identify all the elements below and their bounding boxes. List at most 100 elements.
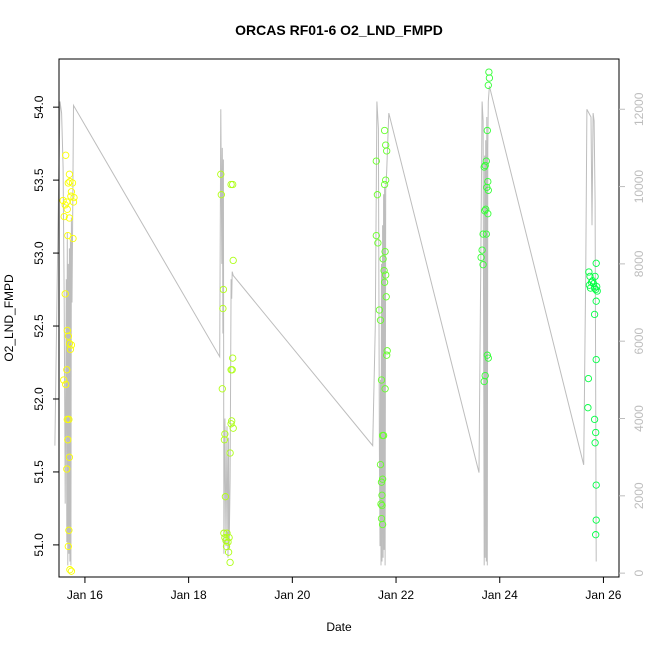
y-tick-label: 53.0 bbox=[32, 241, 46, 265]
data-point bbox=[63, 465, 71, 473]
data-point bbox=[382, 271, 390, 279]
data-point bbox=[378, 520, 387, 529]
data-point bbox=[484, 186, 492, 194]
data-point bbox=[66, 345, 75, 354]
x-tick-label: Jan 24 bbox=[482, 588, 518, 602]
data-point bbox=[480, 377, 488, 386]
y2-tick-label: 4000 bbox=[632, 405, 646, 432]
data-point bbox=[65, 415, 73, 424]
data-point bbox=[225, 533, 233, 542]
data-point bbox=[480, 163, 488, 171]
data-point bbox=[477, 253, 485, 262]
data-point bbox=[592, 355, 600, 364]
data-point bbox=[221, 430, 229, 438]
data-point bbox=[226, 558, 234, 567]
y-tick-label: 51.5 bbox=[32, 460, 46, 484]
data-point bbox=[483, 126, 491, 135]
data-point bbox=[377, 500, 385, 508]
altitude-line bbox=[54, 85, 597, 566]
y2-tick-label: 6000 bbox=[632, 328, 646, 355]
data-point bbox=[65, 453, 74, 461]
data-point bbox=[378, 431, 387, 440]
data-point bbox=[65, 214, 74, 222]
data-point bbox=[217, 170, 225, 178]
data-point bbox=[591, 439, 599, 447]
data-point bbox=[63, 326, 71, 335]
y2-axis: 0 2000 4000 6000 8000 10000 12000 bbox=[619, 92, 646, 576]
y2-tick-label: 10000 bbox=[632, 170, 646, 204]
data-point bbox=[382, 176, 390, 184]
data-point bbox=[219, 304, 227, 313]
data-point bbox=[375, 306, 384, 314]
data-point bbox=[220, 436, 229, 444]
data-point bbox=[590, 310, 599, 319]
data-point bbox=[65, 170, 74, 178]
data-point bbox=[226, 449, 234, 457]
data-point bbox=[217, 191, 225, 199]
data-point bbox=[64, 332, 72, 340]
data-point bbox=[584, 374, 593, 383]
data-point bbox=[383, 347, 391, 355]
data-point bbox=[221, 493, 230, 501]
data-point bbox=[60, 212, 68, 221]
data-point bbox=[69, 234, 77, 243]
data-point bbox=[479, 230, 487, 238]
y-tick-label: 54.0 bbox=[32, 95, 46, 119]
data-point bbox=[592, 481, 600, 489]
data-point bbox=[592, 297, 600, 305]
data-point bbox=[67, 188, 76, 196]
data-point bbox=[373, 191, 382, 199]
x-axis-label: Date bbox=[326, 620, 352, 634]
y-tick-label: 53.5 bbox=[32, 168, 46, 192]
data-point bbox=[592, 259, 600, 267]
data-point bbox=[372, 157, 380, 165]
data-point bbox=[229, 256, 237, 265]
x-tick-label: Jan 16 bbox=[67, 588, 103, 602]
data-point bbox=[218, 385, 226, 393]
data-point bbox=[60, 376, 68, 384]
data-point bbox=[64, 179, 72, 187]
data-point bbox=[484, 81, 492, 89]
y-axis: 51.0 51.5 52.0 52.5 53.0 53.5 54.0 bbox=[32, 95, 59, 557]
data-point bbox=[378, 491, 386, 499]
data-point bbox=[383, 351, 391, 359]
data-point bbox=[378, 501, 386, 510]
x-tick-label: Jan 18 bbox=[171, 588, 207, 602]
data-point bbox=[381, 385, 389, 393]
data-point bbox=[229, 424, 237, 432]
data-point bbox=[70, 193, 78, 202]
data-point bbox=[482, 230, 490, 238]
data-point bbox=[67, 341, 76, 349]
x-tick-label: Jan 22 bbox=[378, 588, 414, 602]
data-point bbox=[383, 147, 391, 155]
data-point bbox=[227, 366, 235, 374]
data-point bbox=[592, 531, 600, 539]
data-point bbox=[479, 261, 487, 269]
data-point bbox=[68, 179, 77, 187]
data-point bbox=[59, 196, 67, 205]
data-point bbox=[379, 255, 387, 263]
data-point bbox=[376, 460, 385, 469]
data-point bbox=[380, 126, 389, 135]
data-point bbox=[382, 141, 390, 149]
data-point bbox=[63, 366, 71, 374]
data-point bbox=[62, 151, 70, 159]
y-tick-label: 52.5 bbox=[32, 314, 46, 338]
data-point bbox=[63, 205, 71, 213]
data-point bbox=[591, 272, 599, 281]
data-point bbox=[593, 282, 601, 291]
data-point bbox=[61, 290, 69, 298]
data-point bbox=[377, 376, 386, 384]
data-point bbox=[380, 278, 389, 286]
data-point bbox=[380, 180, 389, 189]
y2-tick-label: 8000 bbox=[632, 250, 646, 277]
data-point bbox=[382, 293, 390, 301]
data-point bbox=[376, 316, 385, 324]
data-point bbox=[478, 246, 486, 254]
data-point bbox=[590, 415, 599, 424]
data-point bbox=[69, 198, 78, 206]
data-point bbox=[67, 567, 76, 575]
data-point bbox=[584, 404, 592, 412]
data-point bbox=[224, 548, 233, 556]
